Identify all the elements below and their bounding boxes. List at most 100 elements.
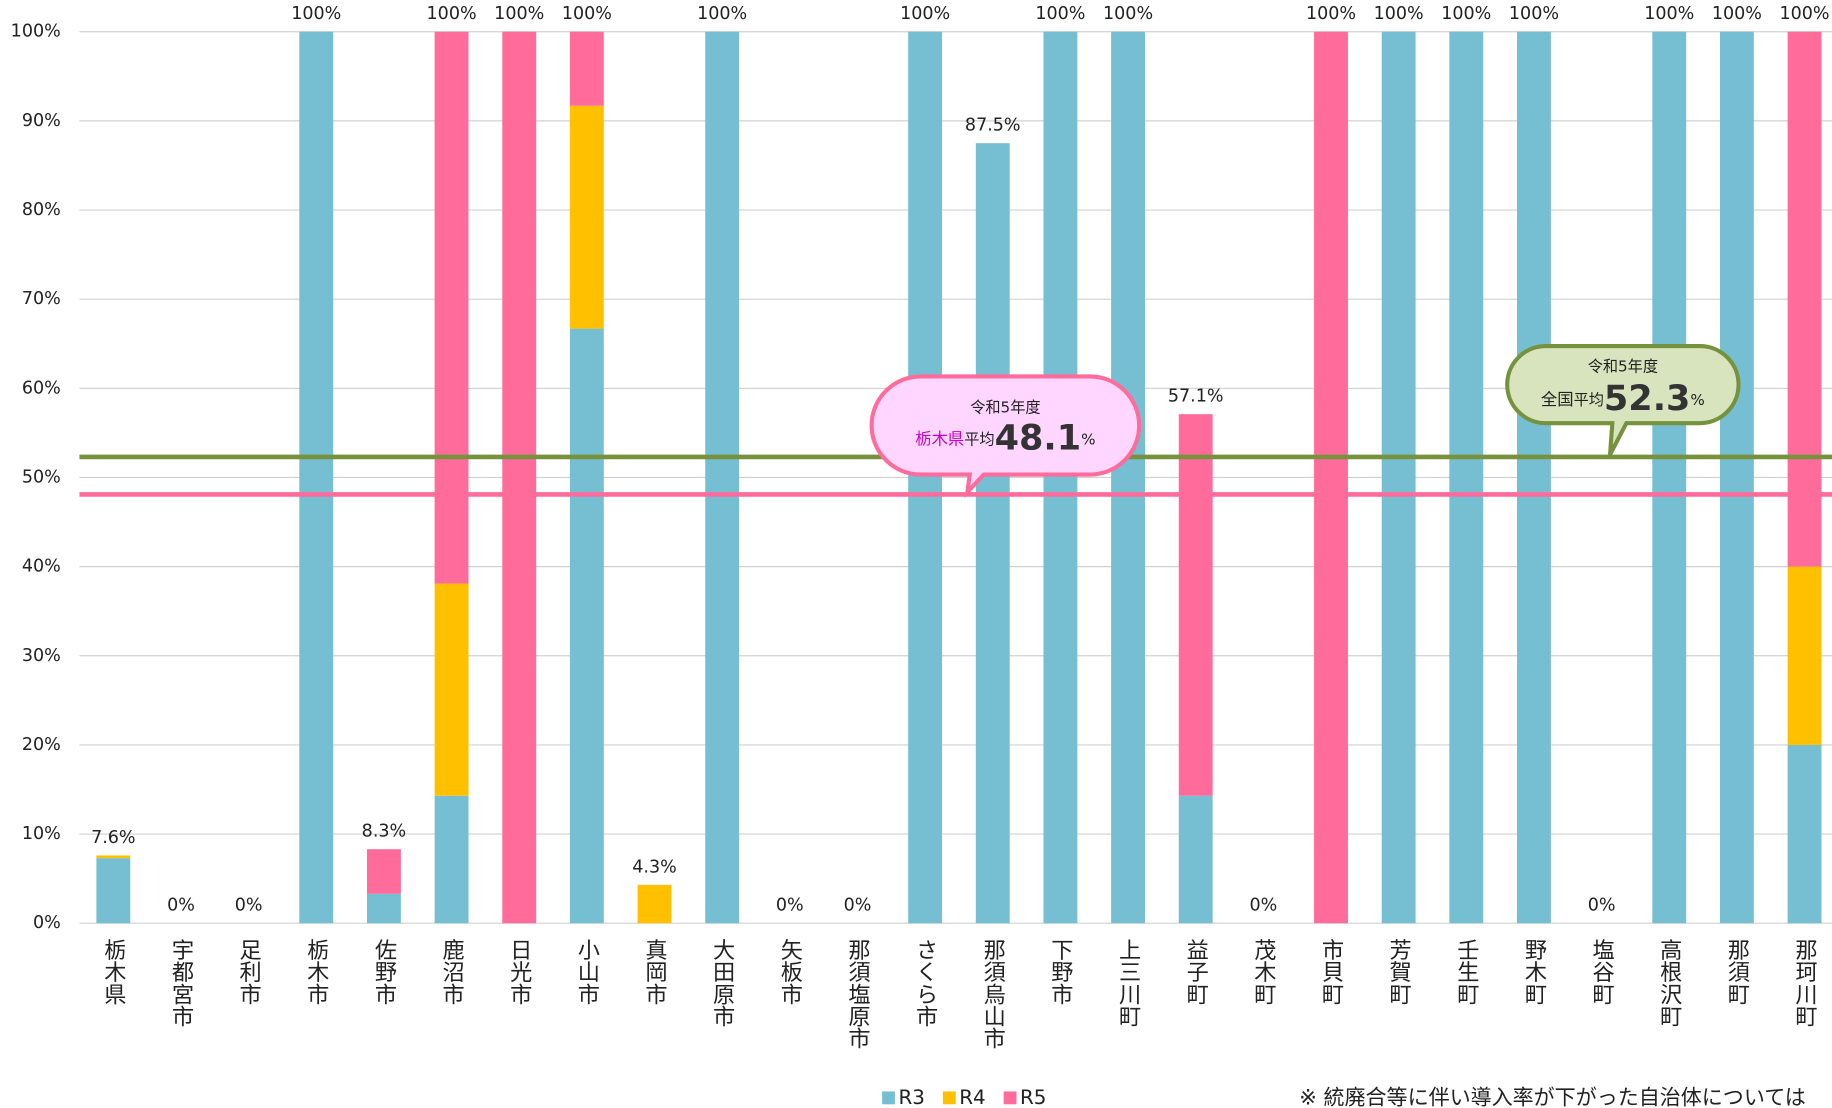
total-label: 57.1% xyxy=(1168,387,1224,407)
bar-segment xyxy=(569,31,604,106)
y-tick-label: 10% xyxy=(22,824,61,844)
total-label: 100% xyxy=(1441,4,1491,24)
total-label: 100% xyxy=(1644,4,1694,24)
bar-segment xyxy=(1719,31,1754,924)
x-tick-label: 足利市 xyxy=(236,938,262,1005)
y-tick-label: 50% xyxy=(22,467,61,487)
bar-segment xyxy=(434,583,469,796)
x-tick-label: 下野市 xyxy=(1047,938,1073,1005)
legend-label: R5 xyxy=(1020,1086,1046,1108)
callout-text: 栃木県平均48.1% xyxy=(915,418,1095,459)
bar-segment xyxy=(434,795,469,924)
x-tick-label: 野木町 xyxy=(1521,938,1547,1005)
x-tick-label: 栃木市 xyxy=(303,938,329,1005)
x-tick-label: 壬生町 xyxy=(1453,938,1479,1005)
total-label: 0% xyxy=(776,896,804,916)
callout-label: 平均 xyxy=(964,430,994,448)
y-tick-label: 20% xyxy=(22,735,61,755)
callout-value: 52.3 xyxy=(1604,378,1690,419)
total-label: 100% xyxy=(427,4,477,24)
x-tick-label: 茂木町 xyxy=(1250,938,1276,1005)
bar-segment xyxy=(1111,31,1145,924)
x-tick-label: 那須烏山市 xyxy=(980,938,1006,1049)
total-label: 100% xyxy=(1712,4,1762,24)
x-tick-label: 益子町 xyxy=(1183,938,1209,1005)
total-label: 100% xyxy=(1509,4,1559,24)
bar-segment xyxy=(975,143,1010,924)
y-tick-label: 80% xyxy=(22,200,61,220)
callout-year: 令和5年度 xyxy=(1588,358,1658,376)
legend-label: R3 xyxy=(898,1086,924,1108)
y-tick-label: 70% xyxy=(22,289,61,309)
bar-segment xyxy=(1178,795,1213,924)
total-label: 100% xyxy=(697,4,747,24)
bar-segment xyxy=(1787,566,1822,745)
total-label: 100% xyxy=(291,4,341,24)
total-label: 100% xyxy=(1035,4,1085,24)
legend-label: R4 xyxy=(959,1086,985,1108)
bar-segment xyxy=(299,31,334,924)
bar-segment xyxy=(1652,31,1687,924)
x-tick-label: 芳賀町 xyxy=(1386,938,1412,1005)
bar-segment xyxy=(1517,31,1551,924)
x-tick-label: 上三川町 xyxy=(1115,938,1141,1028)
total-label: 100% xyxy=(1374,4,1424,24)
callout-text: 全国平均52.3% xyxy=(1541,378,1705,419)
footnote: ※ 統廃合等に伴い導入率が下がった自治体については xyxy=(1299,1084,1806,1108)
total-label: 100% xyxy=(562,4,612,24)
x-tick-label: 那須町 xyxy=(1724,938,1750,1005)
legend-swatch xyxy=(882,1091,895,1105)
total-label: 100% xyxy=(1103,4,1153,24)
x-tick-label: 那珂川町 xyxy=(1792,938,1818,1027)
callout xyxy=(1505,343,1741,456)
x-tick-label: 宇都宮市 xyxy=(168,938,194,1028)
x-tick-label: さくら市 xyxy=(912,938,938,1027)
x-tick-label: 矢板市 xyxy=(777,938,803,1005)
bar-segment xyxy=(569,105,604,329)
total-label: 100% xyxy=(900,4,950,24)
total-label: 0% xyxy=(844,896,872,916)
y-tick-label: 30% xyxy=(22,646,61,666)
bar-segment xyxy=(366,849,401,894)
bar-segment xyxy=(569,328,604,924)
y-tick-label: 60% xyxy=(22,378,61,398)
total-label: 100% xyxy=(494,4,544,24)
callout-prefix: 栃木県 xyxy=(915,429,964,448)
bar-segment xyxy=(1449,31,1484,924)
bar-segment xyxy=(705,31,740,924)
bar-segment xyxy=(637,884,672,924)
total-label: 0% xyxy=(167,896,195,916)
callout-unit: % xyxy=(1690,390,1704,408)
x-tick-label: 佐野市 xyxy=(371,938,397,1005)
total-label: 0% xyxy=(235,896,263,916)
total-label: 0% xyxy=(1249,896,1277,916)
bar-segment xyxy=(366,893,401,924)
callout-prefix: 全国 xyxy=(1541,389,1574,408)
bar-segment xyxy=(96,858,131,924)
bar-segment xyxy=(1314,31,1348,924)
y-tick-label: 100% xyxy=(11,22,61,42)
callout-year: 令和5年度 xyxy=(970,398,1040,416)
x-tick-label: 塩谷町 xyxy=(1589,938,1615,1005)
x-tick-label: 高根沢町 xyxy=(1656,938,1682,1028)
bar-segment xyxy=(1787,744,1822,924)
x-tick-label: 日光市 xyxy=(506,938,532,1005)
bar-segment xyxy=(434,31,469,584)
bar-segment xyxy=(908,31,943,924)
x-tick-label: 那須塩原市 xyxy=(844,938,870,1049)
bar-segment xyxy=(1381,31,1416,924)
x-tick-label: 市貝町 xyxy=(1318,938,1344,1005)
legend-swatch xyxy=(942,1091,956,1105)
callout-unit: % xyxy=(1081,430,1095,448)
x-tick-label: 真岡市 xyxy=(642,938,668,1005)
bar-segment xyxy=(502,31,537,924)
callout-value: 48.1 xyxy=(995,418,1081,459)
bar-segment xyxy=(1787,31,1822,567)
x-tick-label: 栃木県 xyxy=(100,938,126,1005)
x-tick-label: 鹿沼市 xyxy=(439,938,465,1005)
x-tick-label: 小山市 xyxy=(574,938,600,1005)
legend-swatch xyxy=(1003,1091,1017,1105)
y-tick-label: 90% xyxy=(22,111,61,131)
y-tick-label: 40% xyxy=(22,557,61,577)
